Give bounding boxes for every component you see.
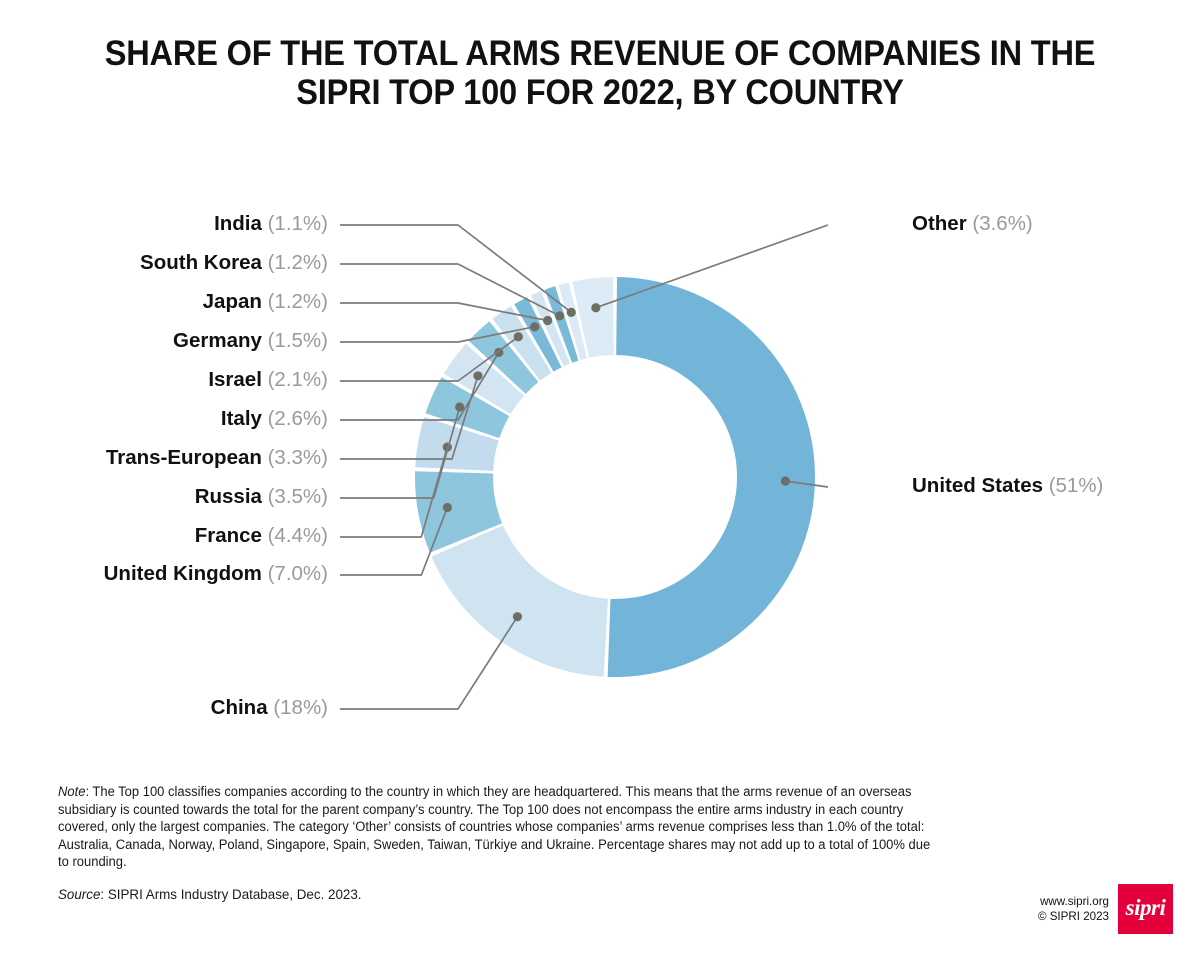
leader-dot-marker bbox=[473, 371, 483, 381]
leader-line bbox=[340, 616, 519, 710]
leader-dot-marker bbox=[512, 612, 523, 622]
note-label: Note bbox=[58, 784, 86, 799]
leader-dot-marker bbox=[566, 307, 576, 317]
leader-lines bbox=[340, 224, 829, 710]
copyright-text: © SIPRI 2023 bbox=[1037, 910, 1109, 923]
website-url[interactable]: www.sipri.org bbox=[1040, 895, 1109, 908]
slice-callout-label: Other (3.6%) bbox=[912, 212, 1033, 235]
slice-labels: United States (51%) China (18%) United Kin… bbox=[104, 212, 1104, 719]
donut-slice[interactable] bbox=[558, 282, 587, 360]
source-body: : SIPRI Arms Industry Database, Dec. 202… bbox=[100, 886, 362, 902]
leader-dot-marker bbox=[554, 311, 565, 321]
leader-line bbox=[340, 263, 560, 317]
source-paragraph: Source: SIPRI Arms Industry Database, De… bbox=[58, 886, 931, 903]
slice-callout-label: Israel (2.1%) bbox=[208, 368, 328, 391]
leader-dot-marker bbox=[455, 402, 465, 412]
slice-callout-label: Italy (2.6%) bbox=[221, 407, 328, 430]
donut-slice[interactable] bbox=[468, 321, 539, 394]
slice-callout-label: India (1.1%) bbox=[214, 212, 328, 235]
slice-callout-label: France (4.4%) bbox=[195, 524, 328, 547]
slice-callout-label: Russia (3.5%) bbox=[195, 485, 328, 508]
leader-line bbox=[340, 224, 572, 314]
donut-slice[interactable] bbox=[607, 277, 815, 677]
leader-line bbox=[340, 507, 449, 576]
note-paragraph: Note: The Top 100 classifies companies a… bbox=[58, 783, 931, 871]
donut-slice[interactable] bbox=[415, 471, 503, 553]
slice-callout-label: Trans-European (3.3%) bbox=[106, 446, 328, 469]
donut-slice[interactable] bbox=[443, 343, 525, 414]
slice-callout-label: Germany (1.5%) bbox=[173, 329, 328, 352]
slice-callout-label: China (18%) bbox=[211, 696, 328, 719]
leader-line bbox=[595, 224, 829, 309]
leader-line bbox=[340, 336, 519, 382]
slice-callout-label: South Korea (1.2%) bbox=[140, 251, 328, 274]
leader-line bbox=[340, 446, 449, 538]
slice-callout-label: United States (51%) bbox=[912, 474, 1103, 497]
leader-line bbox=[340, 325, 535, 343]
donut-slice[interactable] bbox=[492, 306, 552, 381]
donut-slice[interactable] bbox=[431, 525, 609, 677]
leader-line bbox=[785, 480, 829, 488]
donut-slice[interactable] bbox=[530, 291, 570, 367]
footer: Note: The Top 100 classifies companies a… bbox=[58, 783, 958, 903]
donut-slices bbox=[415, 277, 815, 677]
leader-dot-marker bbox=[543, 315, 553, 326]
leader-dot-marker bbox=[530, 322, 540, 332]
leader-dot-marker bbox=[513, 332, 523, 342]
donut-chart-svg: United States (51%) China (18%) United Kin… bbox=[104, 212, 1104, 719]
note-body: : The Top 100 classifies companies accor… bbox=[58, 784, 931, 870]
leader-dot-marker bbox=[442, 502, 452, 513]
leader-line bbox=[340, 406, 461, 499]
leader-line bbox=[340, 375, 479, 460]
leader-dot-marker bbox=[780, 476, 790, 486]
slice-callout-label: United Kingdom (7.0%) bbox=[104, 562, 328, 585]
sipri-wordmark: sipri bbox=[1125, 895, 1166, 920]
sipri-logo-block: www.sipri.org © SIPRI 2023 sipri bbox=[1038, 884, 1173, 934]
page-title: SHARE OF THE TOTAL ARMS REVENUE OF COMPA… bbox=[104, 34, 1096, 112]
leader-dot-marker bbox=[591, 303, 601, 313]
sipri-logo-icon: sipri bbox=[1118, 884, 1173, 934]
leader-line bbox=[340, 351, 500, 421]
source-label: Source bbox=[58, 886, 101, 902]
leader-line bbox=[340, 302, 548, 322]
donut-slice[interactable] bbox=[544, 286, 579, 363]
slice-callout-label: Japan (1.2%) bbox=[203, 290, 328, 313]
donut-slice[interactable] bbox=[572, 277, 614, 358]
logo-text: www.sipri.org © SIPRI 2023 bbox=[1038, 894, 1109, 924]
donut-chart: United States (51%) China (18%) United Kin… bbox=[0, 185, 1200, 760]
